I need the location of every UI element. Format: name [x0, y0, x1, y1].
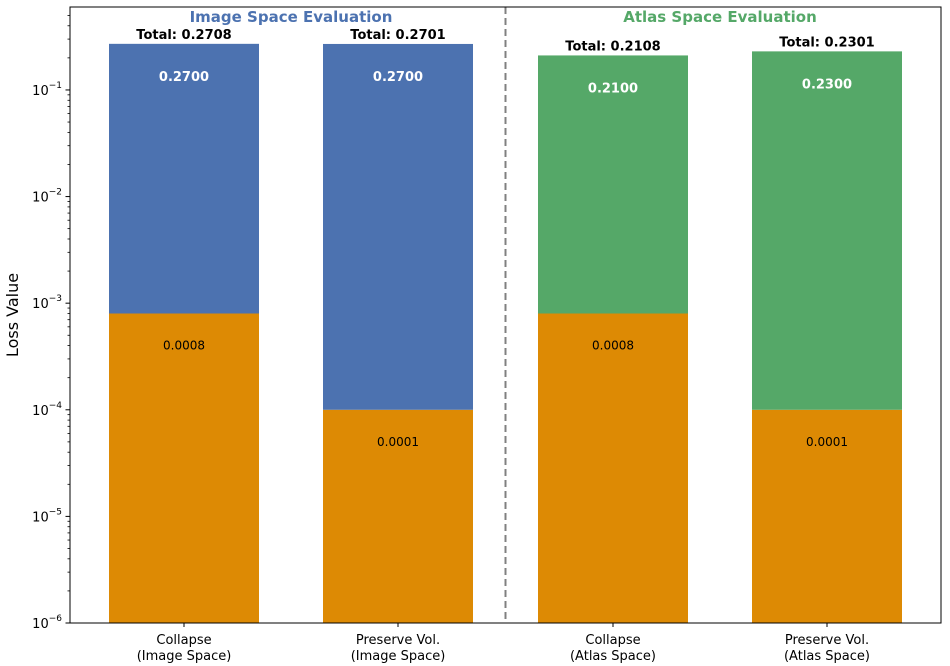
bar-upper-label-3: 0.2300 — [802, 77, 852, 92]
x-tick-label-1-line1: Preserve Vol. — [356, 633, 440, 648]
y-tick-label-4: 10−2 — [32, 188, 62, 206]
bar-lower-0 — [109, 313, 259, 623]
x-tick-label-2-line1: Collapse — [585, 633, 640, 648]
bar-upper-2 — [538, 55, 688, 314]
bar-lower-1 — [323, 409, 473, 623]
bar-lower-label-1: 0.0001 — [377, 435, 419, 449]
x-tick-label-3-line2: (Atlas Space) — [784, 649, 870, 664]
bar-lower-label-2: 0.0008 — [592, 339, 634, 353]
bar-upper-3 — [752, 51, 902, 410]
bar-lower-label-3: 0.0001 — [806, 435, 848, 449]
bar-upper-label-1: 0.2700 — [373, 70, 423, 85]
bar-lower-2 — [538, 313, 688, 623]
bar-lower-label-0: 0.0008 — [163, 339, 205, 353]
y-tick-label-2: 10−4 — [32, 401, 62, 419]
bar-total-label-2: Total: 0.2108 — [565, 39, 660, 54]
bar-total-label-0: Total: 0.2708 — [136, 28, 231, 43]
group-title-0: Image Space Evaluation — [190, 8, 393, 26]
y-tick-label-3: 10−3 — [32, 294, 62, 312]
x-tick-label-0-line1: Collapse — [156, 633, 211, 648]
y-tick-label-1: 10−5 — [32, 507, 62, 525]
bar-total-label-3: Total: 0.2301 — [779, 35, 874, 50]
y-axis-label: Loss Value — [3, 273, 22, 357]
bar-total-label-1: Total: 0.2701 — [350, 28, 445, 43]
bar-upper-label-0: 0.2700 — [159, 70, 209, 85]
y-tick-label-0: 10−6 — [32, 614, 62, 632]
bar-upper-0 — [109, 43, 259, 314]
bar-lower-3 — [752, 409, 902, 623]
x-tick-label-2-line2: (Atlas Space) — [570, 649, 656, 664]
group-title-1: Atlas Space Evaluation — [623, 8, 817, 26]
y-tick-label-5: 10−1 — [32, 81, 62, 99]
plot-frame — [69, 6, 942, 624]
bar-upper-1 — [323, 43, 473, 410]
bar-upper-label-2: 0.2100 — [588, 82, 638, 97]
x-tick-label-1-line2: (Image Space) — [351, 649, 446, 664]
x-tick-label-0-line2: (Image Space) — [137, 649, 232, 664]
x-tick-label-3-line1: Preserve Vol. — [785, 633, 869, 648]
